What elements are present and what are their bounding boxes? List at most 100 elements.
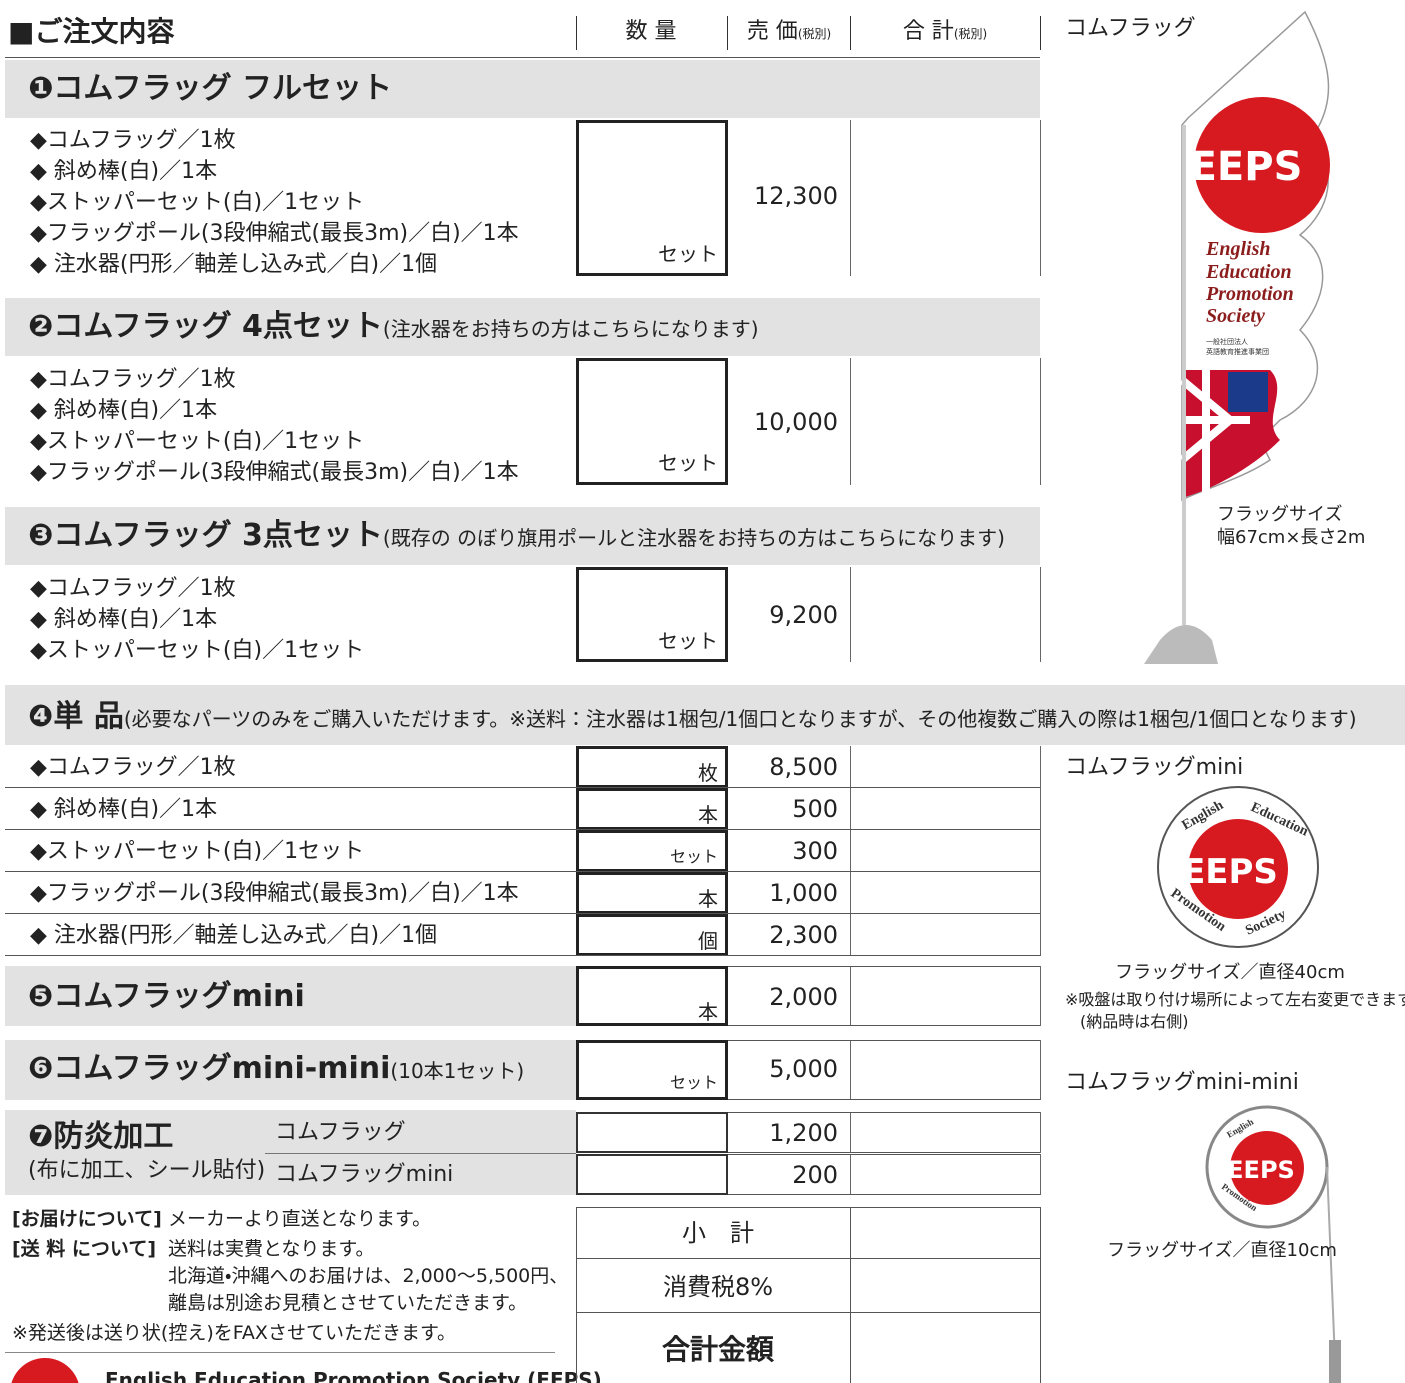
rule	[850, 1154, 851, 1195]
rule	[1040, 914, 1041, 956]
logo-mark: EEPS	[1182, 852, 1278, 892]
quantity-box	[576, 872, 728, 914]
item: ◆ストッパーセット(白)／1セット	[30, 190, 365, 216]
text: (必要なパーツのみをご購入いただけます。※送料：注水器は1梱包/1個口となります…	[123, 707, 1357, 732]
note-label: [お届けについて]	[12, 1208, 162, 1231]
rule	[850, 914, 851, 956]
text: ❻コムフラッグmini-mini	[28, 1051, 391, 1087]
text: 売 価	[746, 19, 798, 45]
section-band	[5, 60, 1040, 118]
note-text: 北海道・沖縄へのお届けは、2,000〜5,500円、	[168, 1265, 569, 1288]
rule	[728, 1152, 1040, 1153]
item: ◆ 斜め棒(白)／1本	[30, 398, 218, 424]
rule	[5, 829, 1040, 830]
size-text: フラッグサイズ／直径10cm	[1107, 1239, 1337, 1261]
section-band	[5, 1040, 576, 1100]
note-text: ※発送後は送り状(控え)をFAXさせていただきます。	[12, 1322, 457, 1345]
item: ◆ 斜め棒(白)／1本	[30, 797, 218, 823]
size-text: フラッグサイズ／直径40cm	[1115, 961, 1345, 983]
rule	[1040, 1040, 1041, 1100]
unit: 本	[698, 999, 718, 1024]
item: ◆コムフラッグ／1枚	[30, 755, 236, 781]
rule	[728, 1099, 1040, 1100]
unit: セット	[658, 628, 718, 653]
summary-label: 消費税8%	[662, 1273, 774, 1302]
rule	[728, 1025, 1040, 1026]
page-title: ■ご注文内容	[8, 14, 175, 48]
item: ◆コムフラッグ／1枚	[30, 367, 236, 393]
price: 5,000	[769, 1055, 838, 1084]
section-band	[5, 1110, 576, 1195]
text: ❷コムフラッグ 4点セット	[28, 309, 383, 345]
note-label: [送 料 について]	[12, 1238, 157, 1261]
section-band	[5, 685, 1405, 745]
rule	[1040, 1112, 1041, 1153]
section-title: ❶コムフラッグ フルセット	[28, 71, 393, 107]
price: 500	[792, 795, 838, 824]
unit: セット	[669, 1073, 718, 1093]
price: 1,200	[769, 1119, 838, 1148]
summary-label: 合計金額	[661, 1332, 774, 1366]
item: ◆ストッパーセット(白)／1セット	[30, 839, 365, 865]
rule	[728, 1112, 1040, 1113]
text: ❸コムフラッグ 3点セット	[28, 518, 383, 554]
sidebar-title: コムフラッグmini	[1065, 755, 1244, 781]
rule	[850, 120, 851, 276]
rule	[265, 1153, 576, 1154]
unit: 本	[698, 802, 718, 827]
rule	[728, 1040, 1040, 1041]
rule	[576, 1258, 1040, 1259]
rule	[728, 1154, 1040, 1155]
item: ◆ 斜め棒(白)／1本	[30, 159, 218, 185]
rule	[850, 1040, 851, 1100]
quantity-box	[576, 1112, 728, 1153]
rule	[727, 16, 728, 50]
section-title: ❹単 品(必要なパーツのみをご購入いただけます。※送料：注水器は1梱包/1個口と…	[28, 699, 1405, 735]
rule	[1040, 358, 1041, 485]
price: 9,200	[769, 601, 838, 630]
rule	[576, 1312, 1040, 1313]
quantity-box	[576, 788, 728, 830]
rule	[850, 358, 851, 485]
note-text: 離島は別途お見積とさせていただきます。	[168, 1292, 528, 1315]
price: 1,000	[769, 879, 838, 908]
price: 10,000	[754, 408, 838, 437]
section-title: ❸コムフラッグ 3点セット(既存の のぼり旗用ポールと注水器をお持ちの方はこちら…	[28, 518, 1068, 554]
unit: セット	[658, 450, 718, 475]
rule	[850, 1207, 851, 1383]
rule	[576, 16, 577, 50]
item: ◆ストッパーセット(白)／1セット	[30, 429, 365, 455]
text: (10本1セット)	[390, 1059, 525, 1084]
rule	[850, 966, 851, 1026]
rule	[1040, 567, 1041, 662]
quantity-box	[576, 567, 728, 662]
rule	[1040, 872, 1041, 914]
minimini-illustration: EEPS English Promotion	[1205, 1105, 1341, 1383]
item: コムフラッグmini	[275, 1162, 454, 1188]
rule	[850, 567, 851, 662]
text: 合 計	[902, 19, 954, 45]
rule	[850, 16, 851, 50]
section-band	[5, 507, 1040, 565]
rule	[1040, 830, 1041, 872]
rule	[850, 788, 851, 830]
price: 12,300	[754, 182, 838, 211]
unit: 枚	[698, 760, 718, 785]
note-text: メーカーより直送となります。	[168, 1208, 432, 1231]
text: (税別)	[797, 27, 832, 42]
unit: セット	[669, 847, 718, 867]
quantity-box	[576, 120, 728, 276]
quantity-box	[576, 966, 728, 1026]
column-header: 合 計(税別)	[850, 19, 1040, 45]
price: 2,300	[769, 921, 838, 950]
section-title: ❷コムフラッグ 4点セット(注水器をお持ちの方はこちらになります)	[28, 309, 1068, 345]
size-text: フラッグサイズ	[1217, 503, 1343, 525]
quantity-box	[576, 1040, 728, 1100]
rule	[850, 872, 851, 914]
item: ◆ 注水器(円形／軸差し込み式／白)／1個	[30, 252, 438, 278]
rule	[1040, 788, 1041, 830]
section-band	[5, 966, 576, 1026]
unit: セット	[658, 241, 718, 266]
rule	[5, 913, 1040, 914]
